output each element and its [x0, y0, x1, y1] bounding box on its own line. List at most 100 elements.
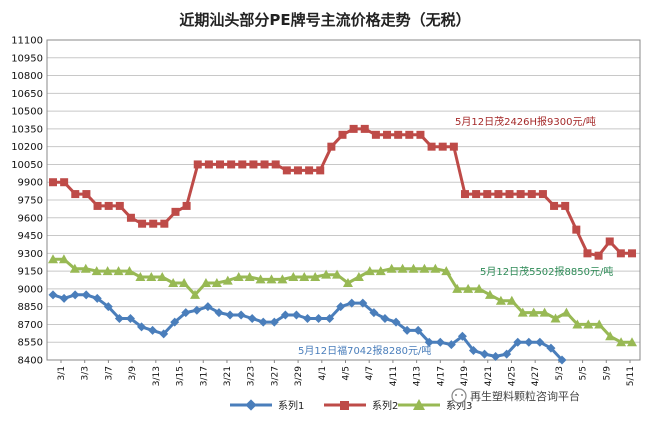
x-tick-label: 3/23 [247, 366, 257, 386]
data-point [561, 201, 570, 210]
data-point [347, 298, 357, 308]
x-tick-label: 3/1 [57, 366, 67, 380]
data-point [449, 142, 458, 151]
y-tick-label: 10950 [11, 53, 43, 64]
x-tick-label: 3/27 [270, 366, 280, 386]
data-point [524, 337, 534, 347]
data-point [457, 331, 467, 341]
y-tick-label: 9750 [18, 196, 43, 207]
data-point [102, 266, 113, 276]
data-point [484, 289, 495, 299]
data-point [402, 325, 412, 335]
data-point [137, 322, 147, 332]
data-point [416, 130, 425, 139]
data-point [605, 331, 616, 341]
data-point [124, 266, 135, 276]
y-tick-label: 9150 [18, 267, 43, 278]
data-point [214, 308, 224, 318]
data-point [430, 263, 441, 273]
data-point [338, 130, 347, 139]
data-point [513, 337, 523, 347]
data-point [103, 302, 113, 312]
data-point [594, 251, 603, 260]
data-point [628, 249, 636, 258]
data-point [216, 160, 225, 169]
legend-label-series3: 系列3 [446, 399, 472, 412]
legend-item-series3: 系列3 [398, 399, 472, 412]
data-point [271, 160, 280, 169]
data-point [70, 290, 80, 300]
x-tick-label: 3/9 [128, 366, 138, 381]
x-tick-label: 3/13 [152, 366, 162, 386]
data-point [204, 160, 213, 169]
data-point [572, 319, 583, 329]
y-tick-label: 9600 [18, 213, 43, 224]
x-tick-label: 4/11 [389, 366, 399, 386]
legend-item-series2: 系列2 [324, 399, 398, 412]
series-2 [49, 124, 636, 260]
data-point [314, 314, 324, 324]
data-point [222, 275, 233, 285]
data-point [546, 343, 556, 353]
data-point [321, 269, 332, 279]
data-point [528, 307, 539, 317]
data-point [616, 249, 625, 258]
data-point [135, 272, 146, 282]
data-point [336, 302, 346, 312]
data-point [572, 225, 581, 234]
data-point [441, 266, 452, 276]
data-point [58, 254, 69, 264]
data-point [397, 263, 408, 273]
data-point [495, 295, 506, 305]
data-point [327, 142, 336, 151]
data-point [280, 310, 290, 320]
data-point [114, 314, 124, 324]
data-point [505, 190, 514, 199]
data-point [452, 283, 463, 293]
data-point [227, 160, 236, 169]
x-tick-label: 3/7 [104, 366, 114, 380]
watermark: 再生塑料颗粒咨询平台 [451, 388, 580, 404]
data-point [238, 160, 247, 169]
data-point [255, 274, 266, 284]
x-tick-label: 5/9 [602, 366, 612, 381]
watermark-text: 再生塑料颗粒咨询平台 [470, 389, 580, 403]
data-point [269, 317, 279, 327]
data-point [494, 190, 503, 199]
data-point [157, 272, 168, 282]
data-point [364, 266, 375, 276]
data-point [538, 190, 547, 199]
data-point [480, 349, 490, 359]
x-tick-label: 4/1 [318, 366, 328, 380]
data-point [408, 263, 419, 273]
data-point [483, 190, 492, 199]
data-point [438, 142, 447, 151]
data-point [225, 310, 235, 320]
data-point [527, 190, 536, 199]
data-point [299, 272, 310, 282]
legend-label-series2: 系列2 [372, 399, 398, 412]
legend-marker-series3 [413, 399, 425, 410]
data-point [502, 349, 512, 359]
annotation-series1: 5月12日福7042报8280元/吨 [298, 344, 431, 357]
data-point [360, 124, 369, 133]
data-point [468, 346, 478, 356]
y-tick-label: 8400 [18, 356, 43, 367]
data-point [394, 130, 403, 139]
data-point [291, 310, 301, 320]
data-point [405, 130, 414, 139]
y-tick-label: 11100 [11, 36, 43, 47]
data-point [93, 201, 102, 210]
y-tick-label: 8850 [18, 302, 43, 313]
y-tick-label: 10650 [11, 89, 43, 100]
data-point [516, 190, 525, 199]
data-point [236, 310, 246, 320]
data-point [69, 263, 80, 273]
data-point [353, 272, 364, 282]
data-point [550, 201, 559, 210]
data-point [342, 277, 353, 287]
data-point [179, 277, 190, 287]
data-point [266, 274, 277, 284]
legend-marker-series2 [340, 401, 349, 410]
